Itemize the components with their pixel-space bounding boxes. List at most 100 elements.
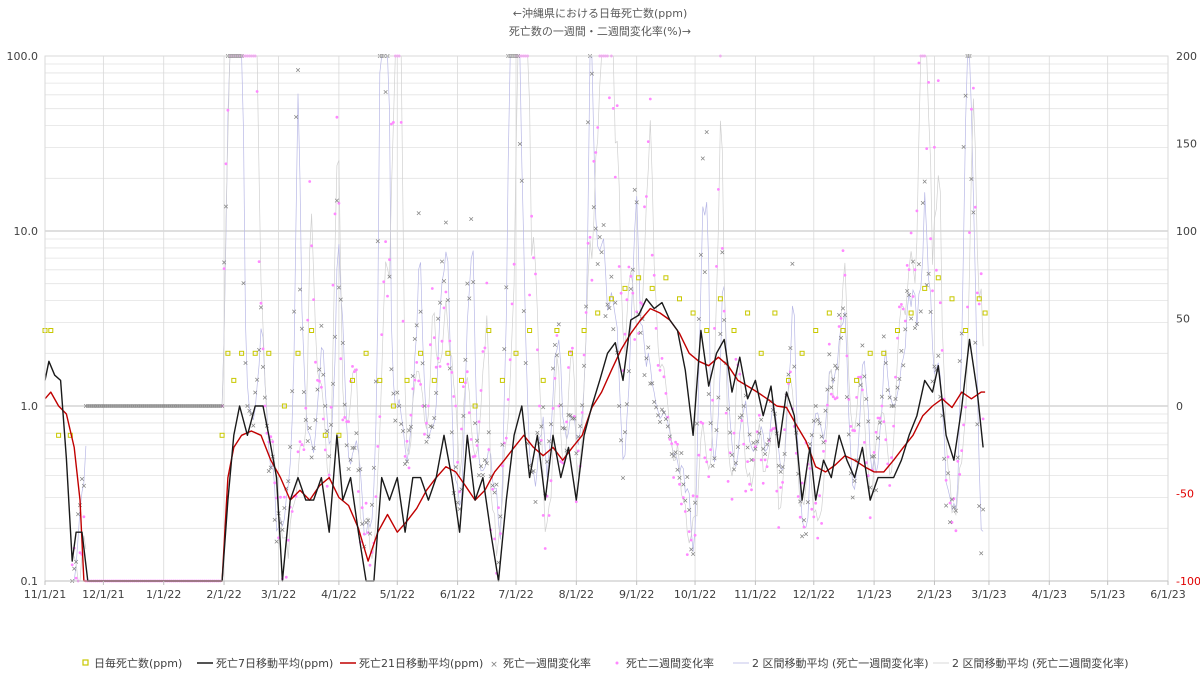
wk2-point [646,140,650,144]
wk1-point [593,226,598,231]
wk2-point [668,438,672,441]
wk1-point [502,347,507,352]
wk1-point [299,326,304,331]
wk2-point [656,364,660,367]
wk2-point [789,370,792,374]
wk2-point [672,476,675,479]
wk2-point [670,442,674,445]
legend-label: 日毎死亡数(ppm) [94,656,182,670]
wk2-point [740,419,744,422]
daily-point [922,285,928,291]
wk1-point [630,267,635,272]
y-right-tick-label: 150 [1176,138,1197,151]
wk1-point [352,445,357,450]
wk2-point [660,357,664,360]
wk1-point [979,551,984,556]
wk2-point [738,372,742,376]
wk2-point [777,526,781,529]
wk1-point [955,455,960,460]
wk1-point [953,508,958,513]
daily-point [622,285,628,291]
wk2-point [364,501,368,505]
wk2-point [427,404,430,408]
daily-point [976,296,982,302]
wk2-point [890,456,893,460]
daily-point [854,377,860,383]
wk2-point [321,417,325,421]
daily-point [459,377,464,383]
wk2-point [909,231,913,235]
wk1-point [722,317,727,323]
wk2-point [900,303,903,306]
wk1-point [206,403,211,409]
y-right-tick-label: 200 [1176,50,1197,63]
y-left-tick-label: 100.0 [7,50,39,63]
wk1-point [342,402,347,407]
wk1-point [313,417,318,423]
wk1-point [706,392,711,397]
wk2-point [411,387,415,391]
wk2-point [302,448,306,451]
wk2-point [261,347,265,351]
wk1-point [603,314,608,319]
wk1-point [981,507,986,512]
daily-point [390,403,396,409]
wk1-point [319,323,324,328]
daily-point [404,377,410,383]
wk2-point [477,420,481,424]
wk1-point [899,348,904,353]
wk1-point [751,440,756,445]
wk1-point [599,250,604,255]
wk2-point [975,291,979,295]
daily-point [758,350,764,356]
wk1-point [872,454,877,459]
wk1-point [728,430,733,435]
wk1-point [659,407,665,412]
wk1-point [928,309,933,314]
wk2-point [403,455,407,458]
wk2-point [662,375,666,379]
wk1-point [432,416,437,421]
wk2-point [538,404,541,408]
legend-label: 死亡7日移動平均(ppm) [216,656,333,670]
wk1-point [484,461,489,466]
wk1-point [305,439,310,444]
wk1-point [424,439,429,444]
wk1-point [369,502,375,507]
wk2-point [849,425,853,428]
wk2-point [376,445,380,448]
wk1-point [414,323,419,328]
wk2-point [450,371,454,374]
wk1-point [800,534,805,539]
wk1-point [782,451,787,456]
wk2-point [611,107,615,110]
wk1-point [568,413,573,418]
y-right-tick-label: 0 [1176,400,1183,413]
wk2-point [70,563,74,567]
wk2-point [691,494,695,498]
wk1-point [901,363,906,368]
daily-point [799,350,805,356]
wk1-point [780,464,785,470]
wk1-point [412,336,417,341]
wk1-point [274,539,279,544]
wk2-point [442,306,446,310]
wk2-point [685,553,689,556]
wk1-point [729,452,735,457]
daily-point [554,328,560,333]
wk1-point [726,406,731,412]
wk1-point [753,446,758,451]
wk2-point [501,464,504,468]
wk2-point [493,537,496,541]
wk2-point [752,458,755,462]
daily-point [363,350,369,356]
wk2-point [936,79,940,82]
wk2-point [436,357,440,360]
wk2-point [584,311,588,314]
wk1-point [776,463,781,468]
wk2-point [306,318,310,322]
wk1-point [801,518,807,523]
wk1-point [650,381,655,386]
x-tick-label: 8/1/22 [559,588,594,601]
